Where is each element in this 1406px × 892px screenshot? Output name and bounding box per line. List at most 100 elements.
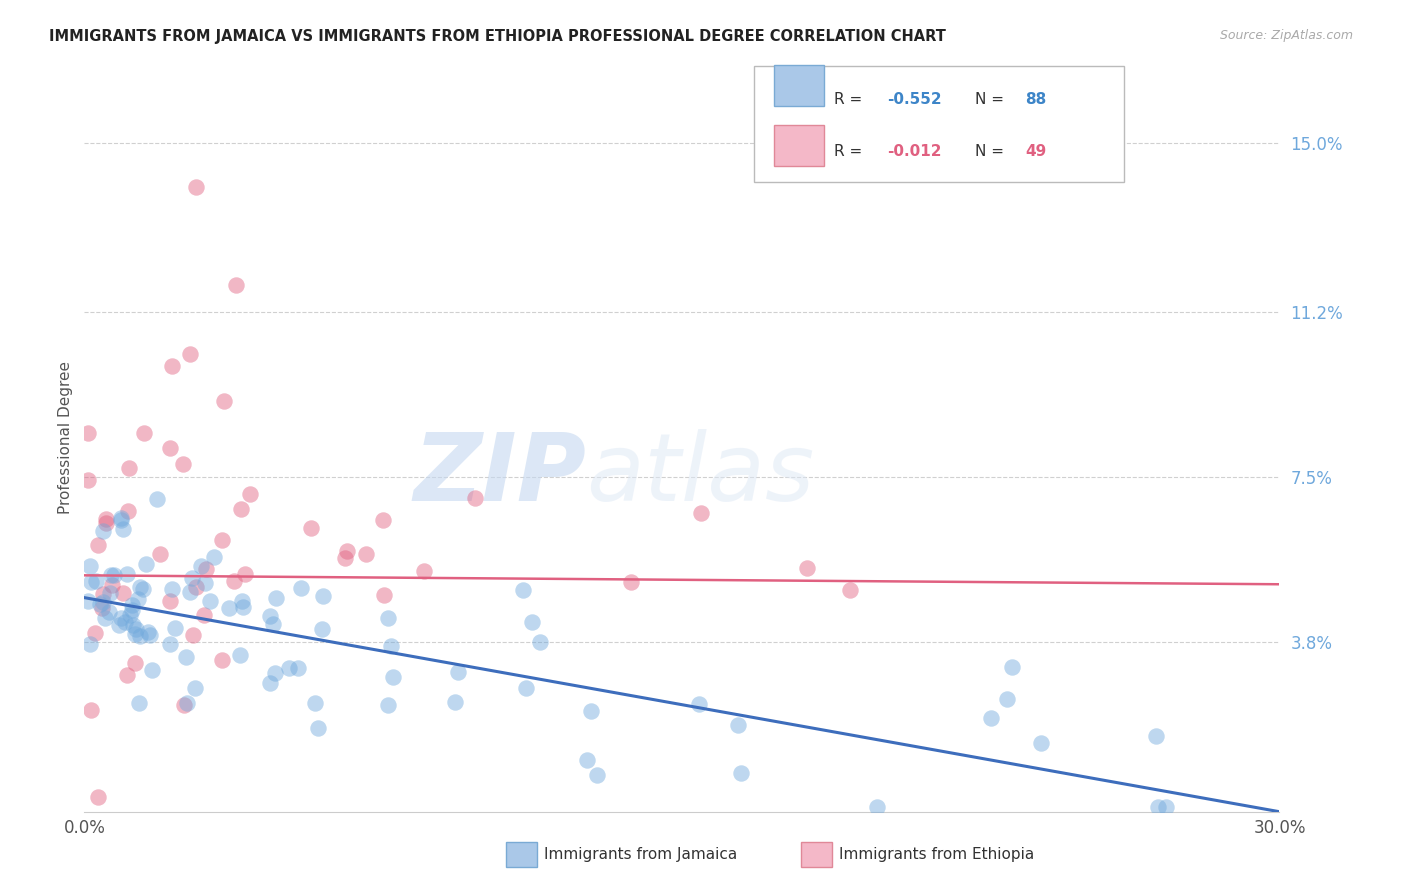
Point	[211, 653, 233, 667]
Point	[727, 717, 749, 731]
Text: 88: 88	[1025, 92, 1046, 107]
Point	[229, 502, 252, 516]
Point	[174, 649, 197, 664]
Point	[995, 691, 1018, 706]
Text: Source: ZipAtlas.com: Source: ZipAtlas.com	[1219, 29, 1353, 42]
Point	[132, 425, 156, 440]
Point	[444, 695, 467, 709]
Point	[110, 611, 132, 625]
Point	[121, 598, 143, 612]
Point	[576, 753, 599, 767]
Point	[202, 549, 225, 564]
Point	[159, 593, 181, 607]
Point	[159, 637, 181, 651]
Point	[100, 568, 122, 582]
Point	[111, 522, 134, 536]
Point	[190, 559, 212, 574]
Point	[232, 600, 254, 615]
Point	[128, 629, 150, 643]
Point	[229, 648, 252, 662]
Point	[1154, 800, 1177, 814]
Point	[93, 594, 115, 608]
Point	[304, 696, 326, 710]
Text: Immigrants from Ethiopia: Immigrants from Ethiopia	[839, 847, 1035, 862]
Point	[464, 491, 486, 506]
Point	[515, 681, 537, 695]
Point	[89, 597, 111, 611]
Point	[84, 626, 107, 640]
Point	[94, 611, 117, 625]
Point	[278, 661, 301, 675]
Point	[172, 457, 194, 471]
Point	[121, 602, 143, 616]
Point	[373, 588, 395, 602]
Point	[179, 347, 201, 361]
Point	[118, 460, 141, 475]
Point	[211, 533, 233, 547]
FancyBboxPatch shape	[754, 66, 1125, 182]
Point	[111, 586, 134, 600]
Text: atlas: atlas	[586, 429, 814, 520]
Point	[160, 359, 183, 373]
Point	[377, 698, 399, 713]
Point	[91, 586, 114, 600]
Point	[259, 675, 281, 690]
Point	[1144, 729, 1167, 743]
Point	[77, 594, 100, 608]
Point	[181, 627, 204, 641]
Point	[262, 617, 284, 632]
Point	[128, 696, 150, 710]
Point	[522, 615, 544, 629]
Point	[176, 696, 198, 710]
Point	[77, 425, 100, 440]
Point	[141, 663, 163, 677]
Point	[135, 558, 157, 572]
Point	[101, 578, 124, 592]
Point	[124, 656, 146, 670]
Text: 49: 49	[1025, 144, 1046, 159]
Point	[299, 521, 322, 535]
Point	[512, 582, 534, 597]
Point	[110, 513, 132, 527]
FancyBboxPatch shape	[773, 125, 824, 166]
Point	[117, 503, 139, 517]
Point	[1029, 736, 1052, 750]
Point	[377, 611, 399, 625]
Point	[231, 594, 253, 608]
Point	[184, 180, 207, 194]
Point	[412, 564, 434, 578]
Point	[796, 560, 818, 574]
Point	[579, 704, 602, 718]
Point	[159, 442, 181, 456]
Point	[136, 624, 159, 639]
Point	[1001, 660, 1024, 674]
Point	[200, 594, 222, 608]
Point	[80, 703, 103, 717]
Point	[585, 767, 607, 781]
Point	[127, 592, 149, 607]
Point	[77, 474, 100, 488]
Point	[446, 665, 468, 679]
Point	[181, 571, 204, 585]
Point	[163, 621, 186, 635]
Point	[356, 547, 378, 561]
Text: N =: N =	[974, 144, 1008, 159]
Point	[371, 513, 394, 527]
Point	[730, 765, 752, 780]
Point	[218, 601, 240, 615]
Text: N =: N =	[974, 92, 1008, 107]
Point	[186, 580, 208, 594]
Point	[103, 568, 125, 582]
Point	[264, 666, 287, 681]
Point	[312, 590, 335, 604]
Point	[233, 566, 256, 581]
Text: -0.012: -0.012	[887, 144, 942, 159]
Point	[287, 661, 309, 675]
Point	[380, 640, 402, 654]
Point	[115, 566, 138, 581]
Point	[94, 516, 117, 531]
Point	[529, 635, 551, 649]
Point	[114, 615, 136, 630]
Point	[115, 667, 138, 681]
Text: R =: R =	[834, 92, 868, 107]
